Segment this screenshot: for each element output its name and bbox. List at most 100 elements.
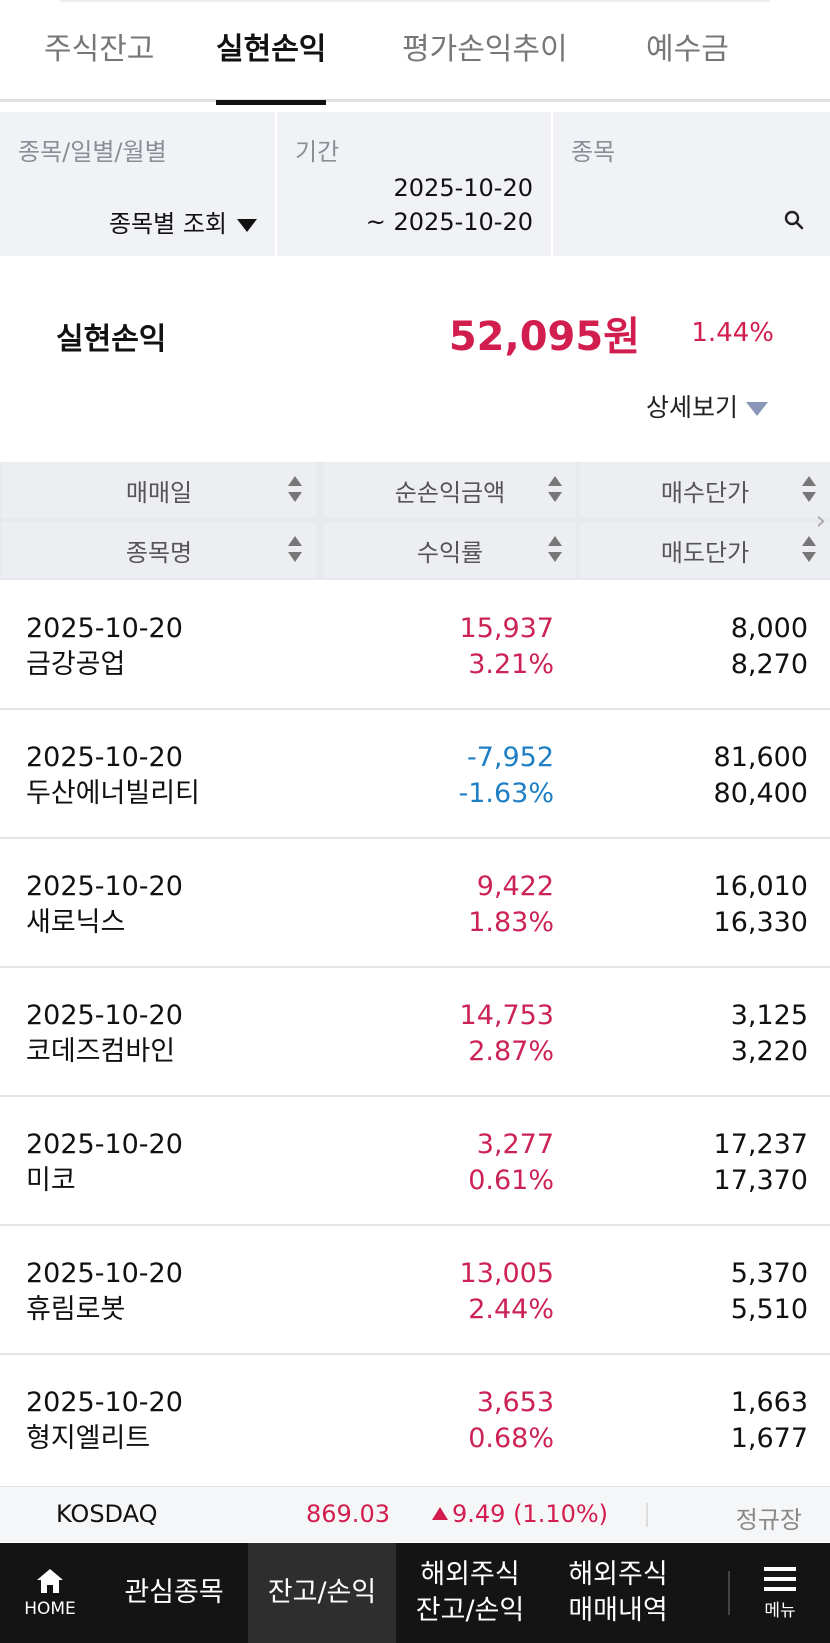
- trade-date: 2025-10-20: [26, 1258, 183, 1289]
- header-return-rate-label: 수익률: [416, 538, 484, 567]
- header-net-profit[interactable]: 순손익금액: [324, 462, 576, 518]
- table-row[interactable]: 2025-10-20 금강공업 15,937 3.21% 8,000 8,270: [0, 581, 830, 710]
- period-start: 2025-10-20: [393, 174, 533, 202]
- nav-overseas-balance-line1: 해외주식: [420, 1559, 520, 1590]
- return-rate: 0.61%: [468, 1165, 554, 1196]
- sell-price: 5,510: [730, 1294, 808, 1325]
- detail-view-label: 상세보기: [645, 393, 738, 422]
- sort-icon: [288, 536, 302, 564]
- tab-valuation-trend[interactable]: 평가손익추이: [402, 32, 568, 67]
- stock-name: 휴림로봇: [26, 1294, 126, 1325]
- home-icon: [37, 1569, 63, 1593]
- mode-filter-label: 종목/일별/월별: [18, 138, 167, 166]
- index-change: 9.49 (1.10%): [432, 1500, 608, 1528]
- arrow-up-icon: [432, 1507, 448, 1520]
- sell-price: 16,330: [713, 907, 808, 938]
- chevron-right-icon[interactable]: ›: [815, 506, 826, 536]
- nav-home[interactable]: HOME: [0, 1543, 100, 1643]
- summary-label: 실현손익: [56, 322, 167, 357]
- nav-overseas-trades[interactable]: 해외주식 매매내역: [544, 1543, 692, 1643]
- header-stock-name-label: 종목명: [125, 538, 193, 567]
- buy-price: 1,663: [730, 1387, 808, 1418]
- sort-icon: [548, 536, 562, 564]
- table-header: 매매일 순손익금액 매수단가 종목명 수익률 매도단가: [0, 462, 830, 580]
- stock-filter[interactable]: 종목: [553, 112, 830, 256]
- table-row[interactable]: 2025-10-20 휴림로봇 13,005 2.44% 5,370 5,510: [0, 1226, 830, 1355]
- header-net-profit-label: 순손익금액: [394, 478, 506, 507]
- filter-bar: 종목/일별/월별 종목별 조회 기간 2025-10-20 ~ 2025-10-…: [0, 112, 830, 256]
- table-row[interactable]: 2025-10-20 형지엘리트 3,653 0.68% 1,663 1,677: [0, 1355, 830, 1484]
- pnl-list: 2025-10-20 금강공업 15,937 3.21% 8,000 8,270…: [0, 581, 830, 1484]
- stock-name: 새로닉스: [26, 907, 126, 938]
- trade-date: 2025-10-20: [26, 1129, 183, 1160]
- trade-date: 2025-10-20: [26, 1000, 183, 1031]
- filter-divider: [551, 112, 553, 256]
- nav-overseas-balance[interactable]: 해외주식 잔고/손익: [396, 1543, 544, 1643]
- header-buy-price[interactable]: 매수단가: [580, 462, 830, 518]
- table-row[interactable]: 2025-10-20 두산에너빌리티 -7,952 -1.63% 81,600 …: [0, 710, 830, 839]
- net-profit: 13,005: [459, 1258, 554, 1289]
- nav-overseas-trades-line2: 매매내역: [568, 1595, 668, 1626]
- nav-balance-label: 잔고/손익: [267, 1577, 377, 1608]
- net-profit: 3,653: [476, 1387, 554, 1418]
- summary-amount: 52,095원: [448, 314, 640, 360]
- net-profit: 14,753: [459, 1000, 554, 1031]
- trade-date: 2025-10-20: [26, 742, 183, 773]
- table-row[interactable]: 2025-10-20 새로닉스 9,422 1.83% 16,010 16,33…: [0, 839, 830, 968]
- nav-watchlist-label: 관심종목: [124, 1577, 224, 1608]
- return-rate: 1.83%: [468, 907, 554, 938]
- mode-filter[interactable]: 종목/일별/월별 종목별 조회: [0, 112, 275, 256]
- nav-watchlist[interactable]: 관심종목: [100, 1543, 248, 1643]
- nav-divider: [728, 1571, 730, 1615]
- header-sell-price-label: 매도단가: [660, 538, 750, 567]
- trade-date: 2025-10-20: [26, 613, 183, 644]
- net-profit: 9,422: [476, 871, 554, 902]
- return-rate: 3.21%: [468, 649, 554, 680]
- period-filter[interactable]: 기간 2025-10-20 ~ 2025-10-20: [277, 112, 551, 256]
- tab-stock-balance[interactable]: 주식잔고: [44, 32, 155, 67]
- return-rate: 2.87%: [468, 1036, 554, 1067]
- sell-price: 3,220: [730, 1036, 808, 1067]
- top-divider: [60, 0, 770, 2]
- stock-name: 두산에너빌리티: [26, 778, 200, 809]
- stock-name: 금강공업: [26, 649, 126, 680]
- trade-date: 2025-10-20: [26, 1387, 183, 1418]
- net-profit: -7,952: [466, 742, 554, 773]
- header-trade-date[interactable]: 매매일: [2, 462, 316, 518]
- header-buy-price-label: 매수단가: [660, 478, 750, 507]
- stock-name: 미코: [26, 1165, 76, 1196]
- table-row[interactable]: 2025-10-20 미코 3,277 0.61% 17,237 17,370: [0, 1097, 830, 1226]
- return-rate: 2.44%: [468, 1294, 554, 1325]
- caret-down-icon: [237, 218, 257, 232]
- nav-overseas-trades-line1: 해외주식: [568, 1559, 668, 1590]
- detail-view-button[interactable]: 상세보기: [646, 388, 768, 424]
- header-trade-date-label: 매매일: [125, 478, 193, 507]
- net-profit: 3,277: [476, 1129, 554, 1160]
- tab-bar: 주식잔고 실현손익 평가손익추이 예수금: [0, 0, 830, 105]
- period-filter-label: 기간: [295, 138, 340, 166]
- header-return-rate[interactable]: 수익률: [324, 522, 576, 578]
- table-row[interactable]: 2025-10-20 코데즈컴바인 14,753 2.87% 3,125 3,2…: [0, 968, 830, 1097]
- nav-menu[interactable]: 메뉴: [730, 1543, 830, 1643]
- tab-realized-pnl[interactable]: 실현손익: [216, 24, 327, 105]
- return-rate: 0.68%: [468, 1423, 554, 1454]
- header-sell-price[interactable]: 매도단가: [580, 522, 830, 578]
- sort-icon: [288, 476, 302, 504]
- nav-balance[interactable]: 잔고/손익: [248, 1543, 396, 1643]
- caret-down-icon: [746, 402, 768, 416]
- mode-filter-value[interactable]: 종목별 조회: [109, 204, 257, 239]
- filter-divider: [275, 112, 277, 256]
- buy-price: 8,000: [730, 613, 808, 644]
- period-end: ~ 2025-10-20: [365, 208, 533, 236]
- summary-rate: 1.44%: [691, 318, 774, 348]
- index-change-value: 9.49 (1.10%): [452, 1500, 609, 1528]
- index-name: KOSDAQ: [56, 1500, 158, 1528]
- header-stock-name[interactable]: 종목명: [2, 522, 316, 578]
- buy-price: 81,600: [713, 742, 808, 773]
- buy-price: 3,125: [730, 1000, 808, 1031]
- tab-deposit[interactable]: 예수금: [646, 32, 729, 67]
- buy-price: 17,237: [713, 1129, 808, 1160]
- market-ticker[interactable]: KOSDAQ 869.03 9.49 (1.10%) 정규장: [0, 1486, 830, 1542]
- nav-home-label: HOME: [24, 1599, 76, 1619]
- search-icon[interactable]: [784, 210, 804, 230]
